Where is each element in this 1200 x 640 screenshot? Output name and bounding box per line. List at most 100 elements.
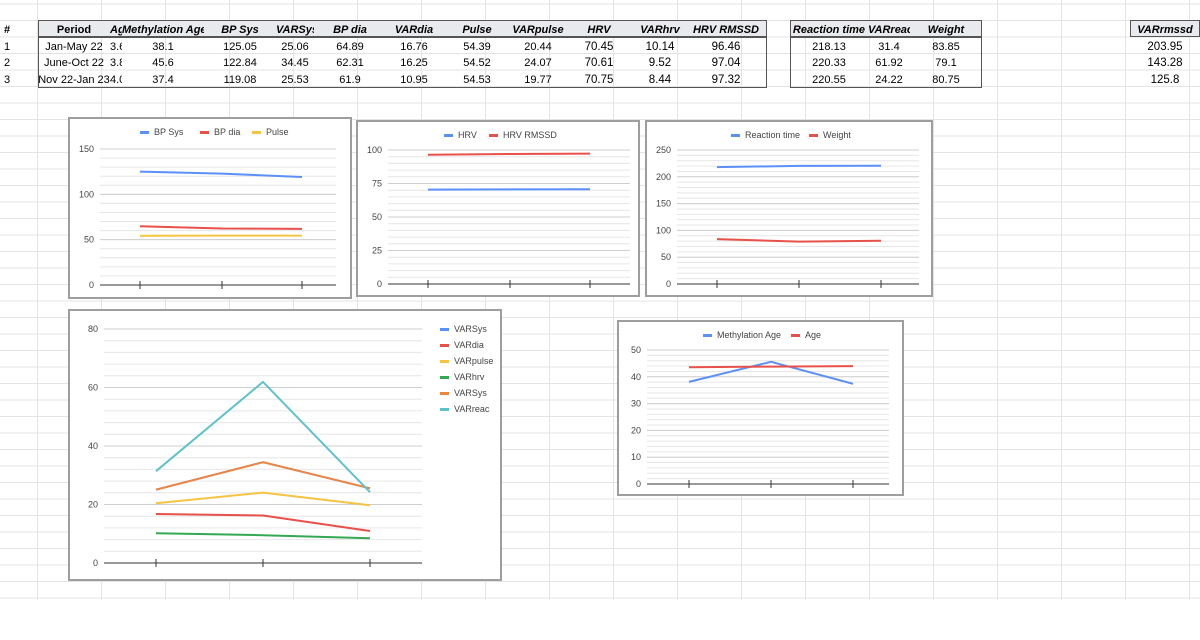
y-tick-label: 250 [656,145,671,155]
column-header: VARdia [394,24,434,36]
table-cell: 31.4 [878,41,900,53]
table-cell: 62.31 [336,57,364,69]
series-line-varhrv [155,532,371,540]
y-tick-label: 0 [89,280,94,290]
table-cell: 9.52 [648,57,672,69]
table-cell: June-Oct 22 [44,57,104,69]
table-cell: 203.95 [1147,41,1183,53]
table-cell: 4.0 [110,74,122,86]
y-tick-label: 50 [661,252,671,262]
y-tick-label: 75 [372,179,382,189]
legend-label: HRV [458,130,477,140]
legend-label: VARSys [454,388,487,398]
y-tick-label: 50 [84,235,94,245]
y-tick-label: 0 [93,558,98,568]
header-band [38,20,767,37]
legend-label: VARreac [454,404,490,414]
table-cell: 97.04 [711,57,741,69]
series-line-varpulse [155,491,371,507]
table-cell: 220.55 [812,74,846,86]
data-block-border [790,37,982,88]
legend-swatch [703,334,712,337]
table-cell: 3.6 [110,41,122,53]
legend-swatch [140,131,149,134]
chart-reaction-weight: 0 50 100 150 200 250 Reaction time Weight [645,120,933,297]
table-cell: 97.32 [711,74,741,86]
table-cell: Jan-May 22 [45,41,103,53]
table-cell: 125.8 [1150,74,1180,86]
legend-swatch [440,376,449,379]
y-tick-label: 200 [656,172,671,182]
table-cell: 54.39 [463,41,491,53]
series-line-bp-dia [139,225,303,230]
table-cell: 24.22 [875,74,903,86]
table-cell: 61.9 [339,74,361,86]
y-tick-label: 20 [631,425,641,435]
series-line-hrv-rmssd [427,152,591,156]
y-tick-label: 25 [372,246,382,256]
table-cell: 3 [4,74,11,86]
legend-label: Methylation Age [717,330,781,340]
legend-label: VARpulse [454,356,493,366]
column-header: Methylation Age [122,24,204,36]
table-cell: 80.75 [932,74,960,86]
legend-swatch [440,408,449,411]
y-tick-label: 0 [636,479,641,489]
table-cell: 19.77 [524,74,552,86]
table-cell: 10.95 [400,74,428,86]
table-cell: 70.45 [584,41,614,53]
legend-swatch [791,334,800,337]
legend-label: HRV RMSSD [503,130,557,140]
legend-label: VARdia [454,340,484,350]
chart-bp-pulse: 0 50 100 150 BP Sys BP dia Pulse [68,117,352,299]
y-tick-label: 60 [88,383,98,393]
series-line-age [688,365,854,369]
table-cell: 20.44 [524,41,552,53]
y-tick-label: 150 [656,199,671,209]
column-header: HRV [587,24,611,36]
legend-label: VARhrv [454,372,485,382]
table-cell: 3.8 [110,57,122,69]
series-line-bp-sys [139,170,303,178]
table-cell: 10.14 [645,41,675,53]
table-cell: 122.84 [223,57,257,69]
chart-hrv: 0 25 50 75 100 HRV HRV RMSSD [356,120,640,297]
legend-swatch [200,131,209,134]
chart-svg: 0 50 100 150 200 250 Reaction time Weight [656,130,919,289]
table-cell: 25.06 [281,41,309,53]
table-cell: 2 [4,57,11,69]
column-header: Weight [927,24,965,36]
series-line-varreac [155,380,371,493]
legend-swatch [489,134,498,137]
table-cell: 38.1 [152,41,174,53]
series-line-methylation-age [688,360,854,385]
legend-label: BP Sys [154,127,184,137]
series-line-varsys [155,461,371,491]
table-cell: 70.61 [584,57,614,69]
table-cell: 220.33 [812,57,846,69]
data-block-border [38,37,767,88]
table-cell: 16.25 [400,57,428,69]
y-tick-label: 100 [79,189,94,199]
legend-swatch [440,344,449,347]
column-header: BP dia [333,24,367,36]
table-cell: 125.05 [223,41,257,53]
legend-label: Pulse [266,127,289,137]
column-header: VARSys [276,24,314,36]
legend-label: VARSys [454,324,487,334]
chart-methylation-age: 0 10 20 30 40 50 Methylation Age Age [617,320,904,496]
column-header: Reaction time [792,24,866,36]
legend-label: Reaction time [745,130,800,140]
y-tick-label: 40 [631,372,641,382]
series-line-reaction-time [716,164,882,169]
column-header: Ag [110,24,122,36]
series-line-varsys [155,461,371,491]
table-cell: 83.85 [932,41,960,53]
legend-swatch [440,392,449,395]
legend-swatch [809,134,818,137]
header-band [790,20,982,37]
table-cell: 34.45 [281,57,309,69]
legend-label: Age [805,330,821,340]
series-line-vardia [155,513,371,532]
table-cell: 37.4 [152,74,174,86]
